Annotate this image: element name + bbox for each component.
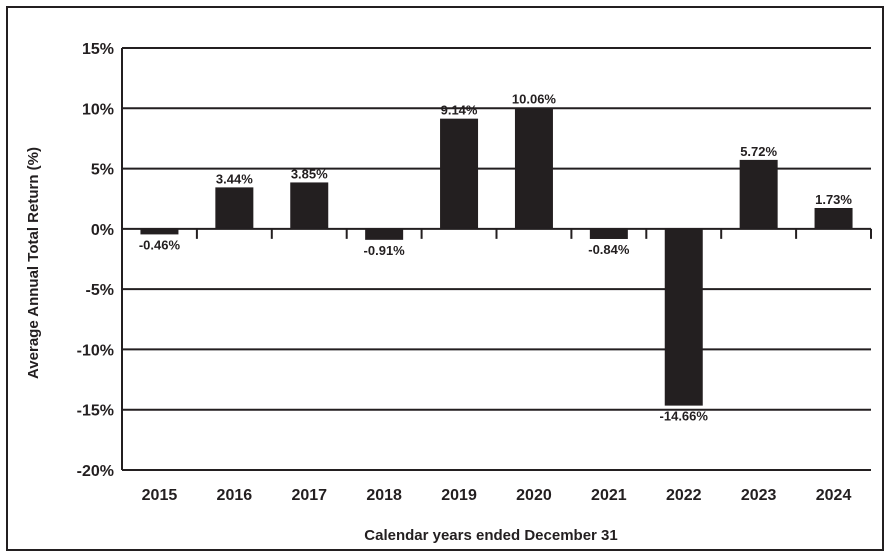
x-tick-label-2022: 2022 [666, 487, 702, 504]
y-tick-label: 0% [91, 222, 114, 239]
y-tick-label: 15% [82, 41, 114, 58]
x-tick-label-2020: 2020 [516, 487, 552, 504]
y-tick-label: -20% [77, 463, 114, 480]
data-label-2019: 9.14% [441, 103, 478, 118]
data-label-2023: 5.72% [740, 144, 777, 159]
x-axis-title: Calendar years ended December 31 [364, 527, 617, 544]
x-tick-label-2021: 2021 [591, 487, 627, 504]
x-tick-label-2015: 2015 [142, 487, 178, 504]
bar-2016 [215, 187, 254, 229]
bar-2018 [365, 228, 404, 240]
data-label-2021: -0.84% [588, 242, 630, 257]
bar-2020 [514, 107, 553, 229]
data-label-2024: 1.73% [815, 192, 852, 207]
bar-2023 [739, 159, 778, 229]
gridlines [121, 47, 871, 471]
data-label-2018: -0.91% [364, 243, 406, 258]
data-label-2015: -0.46% [139, 237, 181, 252]
bar-2017 [290, 182, 329, 229]
bars-group [140, 107, 853, 406]
data-label-2016: 3.44% [216, 171, 253, 186]
zero-axis [122, 227, 872, 239]
x-tick-label-2024: 2024 [816, 487, 852, 504]
x-tick-labels: 2015 2016 2017 2018 2019 2020 2021 2022 2023 2024 [142, 487, 852, 504]
bar-2015 [140, 228, 179, 235]
bar-2024 [814, 207, 853, 229]
data-label-2017: 3.85% [291, 166, 328, 181]
x-tick-label-2019: 2019 [441, 487, 477, 504]
bar-2021 [589, 228, 628, 239]
y-tick-label: 5% [91, 162, 114, 179]
data-label-2022: -14.66% [660, 409, 709, 424]
data-label-2020: 10.06% [512, 92, 557, 107]
x-tick-label-2016: 2016 [217, 487, 253, 504]
bar-2019 [440, 118, 479, 229]
data-labels: -0.46% 3.44% 3.85% -0.91% 9.14% 10.06% -0.84% -… [139, 92, 853, 424]
chart-frame [6, 6, 884, 551]
x-tick-label-2023: 2023 [741, 487, 777, 504]
y-axis-title: Average Annual Total Return (%) [25, 147, 42, 379]
y-tick-label: -5% [86, 282, 114, 299]
y-tick-label: 10% [82, 101, 114, 118]
x-tick-label-2018: 2018 [366, 487, 402, 504]
y-tick-label: -15% [77, 403, 114, 420]
y-tick-label: -10% [77, 342, 114, 359]
bar-2022 [664, 228, 703, 406]
x-tick-label-2017: 2017 [291, 487, 327, 504]
y-tick-labels: 15% 10% 5% 0% -5% -10% -15% -20% [77, 41, 114, 480]
